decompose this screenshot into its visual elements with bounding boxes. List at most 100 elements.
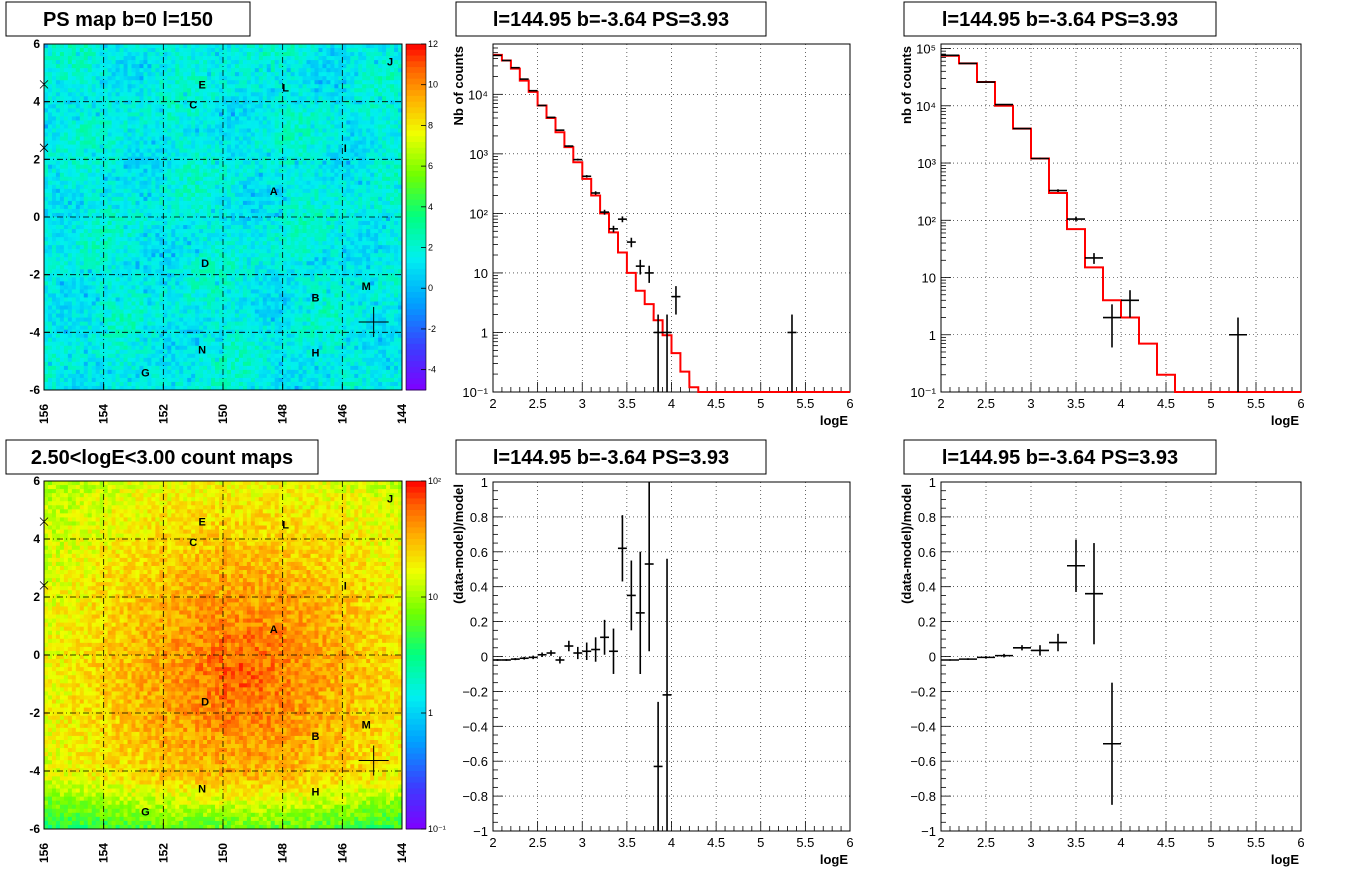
heatmap-cell: [207, 112, 212, 117]
heatmap-cell: [346, 180, 351, 186]
heatmap-cell: [334, 104, 339, 109]
heatmap-cell: [262, 144, 268, 149]
heatmap-cell: [123, 148, 128, 154]
heatmap-cell: [382, 96, 387, 101]
heatmap-cell: [326, 168, 331, 174]
heatmap-cell: [318, 56, 323, 61]
heatmap-cell: [250, 132, 256, 137]
heatmap-cell: [47, 152, 53, 158]
heatmap-cell: [47, 265, 53, 270]
heatmap-cell: [171, 52, 176, 57]
heatmap-cell: [326, 76, 331, 81]
heatmap-cell: [215, 184, 220, 190]
heatmap-cell: [234, 184, 240, 190]
heatmap-cell: [338, 136, 343, 141]
heatmap-cell: [71, 48, 77, 53]
heatmap-cell: [246, 120, 252, 125]
heatmap-cell: [215, 212, 220, 218]
heatmap-cell: [127, 120, 132, 125]
heatmap-cell: [115, 176, 120, 182]
heatmap-cell: [302, 168, 307, 174]
heatmap-cell: [286, 257, 292, 262]
heatmap-cell: [51, 261, 57, 266]
heatmap-cell: [362, 140, 367, 145]
heatmap-cell: [219, 225, 224, 230]
heatmap-cell: [370, 241, 375, 246]
heatmap-cell: [103, 208, 109, 214]
heatmap-cell: [294, 148, 299, 154]
heatmap-cell: [123, 124, 128, 129]
heatmap-cell: [398, 204, 403, 210]
heatmap-cell: [274, 64, 280, 69]
heatmap-cell: [211, 184, 216, 190]
heatmap-cell: [390, 200, 395, 206]
heatmap-cell: [171, 204, 176, 210]
heatmap-cell: [55, 180, 61, 186]
heatmap-cell: [238, 148, 244, 154]
heatmap-cell: [362, 204, 367, 210]
heatmap-cell: [278, 152, 284, 158]
heatmap-cell: [394, 168, 399, 174]
heatmap-cell: [163, 140, 168, 145]
heatmap-cell: [326, 104, 331, 109]
heatmap-cell: [398, 160, 403, 166]
heatmap-cell: [286, 72, 292, 77]
heatmap-cell: [250, 136, 256, 141]
heatmap-cell: [99, 265, 105, 270]
heatmap-cell: [167, 188, 172, 194]
heatmap-cell: [171, 237, 176, 242]
heatmap-cell: [179, 164, 184, 170]
heatmap-cell: [51, 156, 57, 162]
heatmap-cell: [211, 104, 216, 109]
heatmap-cell: [254, 180, 260, 186]
heatmap-cell: [199, 104, 204, 109]
heatmap-cell: [238, 237, 244, 242]
heatmap-cell: [258, 92, 264, 97]
heatmap-cell: [143, 172, 148, 178]
heatmap-cell: [195, 56, 200, 61]
heatmap-cell: [234, 100, 240, 105]
heatmap-cell: [306, 200, 311, 206]
heatmap-cell: [187, 217, 192, 222]
heatmap-cell: [246, 108, 252, 113]
heatmap-cell: [230, 128, 236, 133]
heatmap-cell: [234, 225, 240, 230]
heatmap-cell: [234, 217, 240, 222]
heatmap-cell: [286, 188, 292, 194]
heatmap-cell: [382, 160, 387, 166]
heatmap-cell: [310, 188, 315, 194]
heatmap-cell: [310, 56, 315, 61]
heatmap-cell: [87, 56, 93, 61]
heatmap-cell: [95, 221, 101, 226]
heatmap-cell: [370, 164, 375, 170]
heatmap-cell: [350, 208, 355, 214]
heatmap-cell: [47, 112, 53, 117]
heatmap-cell: [282, 221, 288, 226]
heatmap-cell: [163, 104, 168, 109]
heatmap-cell: [318, 84, 323, 89]
heatmap-cell: [226, 225, 232, 230]
heatmap-cell: [394, 148, 399, 154]
heatmap-cell: [139, 184, 144, 190]
heatmap-cell: [270, 200, 276, 206]
heatmap-cell: [286, 261, 292, 266]
heatmap-cell: [107, 84, 113, 89]
heatmap-cell: [207, 64, 212, 69]
heatmap-cell: [326, 148, 331, 154]
heatmap-cell: [199, 221, 204, 226]
heatmap-cell: [203, 229, 208, 234]
heatmap-cell: [199, 148, 204, 154]
heatmap-cell: [123, 204, 128, 210]
heatmap-cell: [135, 152, 140, 158]
heatmap-cell: [135, 44, 140, 49]
heatmap-cell: [350, 128, 355, 133]
heatmap-cell: [378, 48, 383, 53]
heatmap-cell: [95, 128, 101, 133]
heatmap-cell: [175, 52, 180, 57]
heatmap-cell: [127, 196, 132, 202]
heatmap-cell: [211, 72, 216, 77]
heatmap-cell: [258, 253, 264, 258]
heatmap-cell: [151, 261, 156, 266]
heatmap-cell: [207, 212, 212, 218]
heatmap-cell: [270, 229, 276, 234]
